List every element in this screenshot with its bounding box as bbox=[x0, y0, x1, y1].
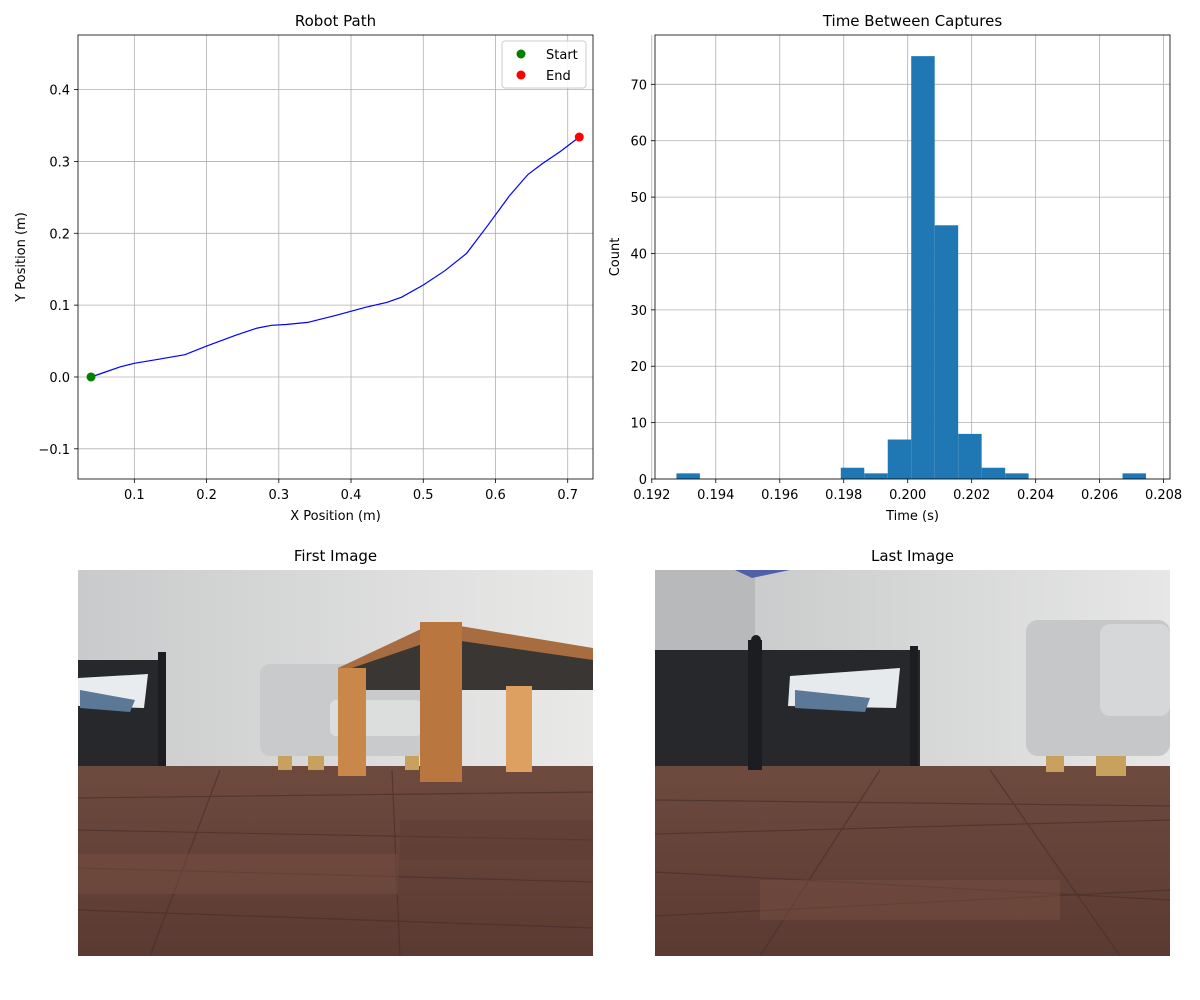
robot-path-xtick-label: 0.2 bbox=[196, 488, 217, 503]
capture-time-ytick-label: 10 bbox=[630, 417, 647, 432]
robot-path-xtick-label: 0.7 bbox=[557, 488, 578, 503]
robot-path-ylabel: Y Position (m) bbox=[14, 212, 29, 303]
robot-path-legend: Start End bbox=[501, 40, 587, 89]
capture-time-title: Time Between Captures bbox=[822, 12, 1003, 30]
robot-path-line bbox=[90, 136, 580, 378]
robot-path-title: Robot Path bbox=[295, 12, 376, 30]
histogram-bar bbox=[981, 467, 1006, 479]
histogram-bar bbox=[864, 473, 888, 479]
capture-time-xtick-label: 0.202 bbox=[953, 488, 990, 503]
capture-time-grid bbox=[651, 35, 1170, 480]
robot-path-ytick-label: 0.3 bbox=[49, 155, 70, 170]
capture-time-ytick-label: 0 bbox=[639, 473, 647, 488]
robot-path-xlabel: X Position (m) bbox=[290, 509, 381, 524]
robot-path-chart: Robot Path X Position (m) Y Position (m)… bbox=[14, 12, 594, 524]
histogram-bar bbox=[840, 467, 865, 479]
capture-time-ytick-label: 70 bbox=[630, 78, 647, 93]
capture-time-xtick-label: 0.194 bbox=[697, 488, 734, 503]
histogram-bar bbox=[934, 225, 959, 479]
robot-path-xtick-label: 0.1 bbox=[124, 488, 145, 503]
capture-time-xlabel: Time (s) bbox=[885, 509, 939, 524]
capture-time-ytick-label: 30 bbox=[630, 304, 647, 319]
robot-path-ytick-label: 0.1 bbox=[49, 299, 70, 314]
histogram-bar bbox=[887, 439, 912, 479]
robot-path-ytick-label: 0.4 bbox=[49, 84, 70, 99]
capture-time-xtick-label: 0.208 bbox=[1145, 488, 1182, 503]
robot-path-ytick-label: 0.0 bbox=[49, 371, 70, 386]
robot-path-frame bbox=[77, 34, 594, 480]
capture-time-ytick-label: 40 bbox=[630, 247, 647, 262]
histogram-bar bbox=[1005, 473, 1029, 479]
robot-path-xtick-label: 0.6 bbox=[485, 488, 506, 503]
robot-path-start-point bbox=[86, 372, 96, 382]
robot-path-plot bbox=[86, 132, 584, 382]
first-image bbox=[78, 570, 593, 956]
first-image-title: First Image bbox=[294, 547, 377, 565]
capture-time-xtick-label: 0.200 bbox=[889, 488, 926, 503]
capture-time-xtick-label: 0.192 bbox=[633, 488, 670, 503]
last-image-title: Last Image bbox=[871, 547, 954, 565]
histogram-bar bbox=[1122, 473, 1147, 479]
histogram-bar bbox=[676, 473, 700, 479]
legend-end-label: End bbox=[546, 69, 571, 84]
capture-time-chart: Time Between Captures Time (s) Count 0.1… bbox=[608, 12, 1182, 524]
histogram-bar bbox=[911, 56, 935, 480]
legend-end-marker bbox=[516, 70, 526, 80]
capture-time-ytick-label: 60 bbox=[630, 135, 647, 150]
capture-time-frame bbox=[654, 34, 1171, 480]
capture-time-ylabel: Count bbox=[608, 238, 623, 277]
robot-path-xtick-label: 0.3 bbox=[268, 488, 289, 503]
robot-path-ytick-label: −0.1 bbox=[38, 443, 70, 458]
capture-time-xtick-label: 0.196 bbox=[761, 488, 798, 503]
capture-time-bars bbox=[676, 56, 1147, 480]
robot-path-xtick-label: 0.4 bbox=[341, 488, 362, 503]
robot-path-xtick-label: 0.5 bbox=[413, 488, 434, 503]
robot-path-grid bbox=[78, 35, 593, 479]
capture-time-ytick-label: 20 bbox=[630, 360, 647, 375]
histogram-bar bbox=[958, 433, 982, 479]
legend-start-label: Start bbox=[546, 48, 578, 63]
robot-path-end-point bbox=[574, 132, 584, 142]
robot-path-ticks: 0.1 0.2 0.3 0.4 0.5 0.6 0.7 −0.1 0.0 0.1 0.2 0.3 0.4 bbox=[38, 84, 578, 503]
capture-time-xtick-label: 0.198 bbox=[825, 488, 862, 503]
capture-time-xtick-label: 0.204 bbox=[1017, 488, 1054, 503]
capture-time-ticks: 0.192 0.194 0.196 0.198 0.200 0.202 0.204 0.206… bbox=[630, 78, 1182, 503]
robot-path-ytick-label: 0.2 bbox=[49, 227, 70, 242]
capture-time-xtick-label: 0.206 bbox=[1081, 488, 1118, 503]
legend-start-marker bbox=[516, 49, 526, 59]
last-image bbox=[655, 570, 1170, 956]
capture-time-ytick-label: 50 bbox=[630, 191, 647, 206]
